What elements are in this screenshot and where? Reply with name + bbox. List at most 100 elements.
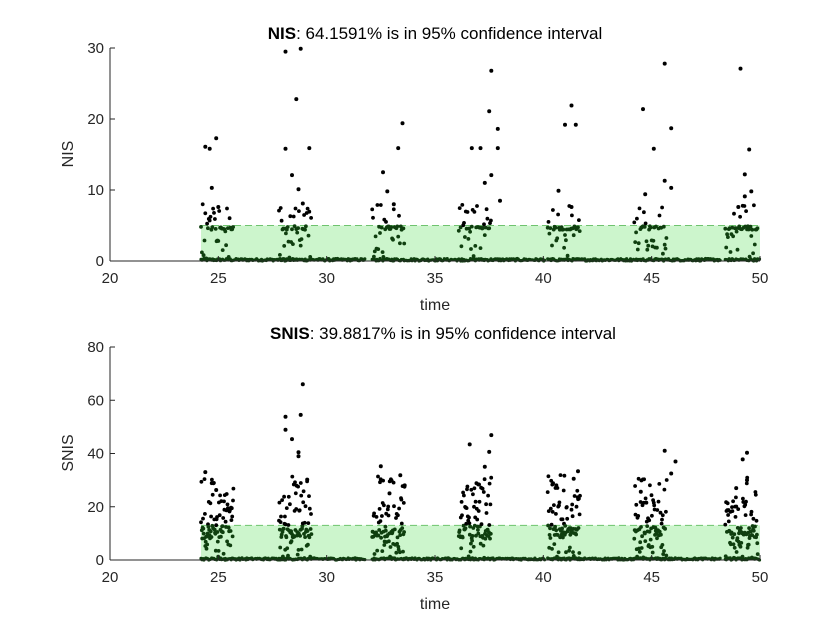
nis-data-point [726,235,730,240]
nis-data-point [217,209,222,213]
snis-data-point [394,550,399,555]
nis-data-point [223,229,228,234]
nis-data-point [278,206,283,210]
nis-data-point [372,254,376,259]
nis-data-point [577,229,582,234]
snis-x-tick-label: 20 [102,569,119,586]
snis-data-point [726,513,730,517]
nis-data-point [400,121,405,126]
snis-data-point [650,550,655,555]
snis-data-point [471,544,476,549]
snis-data-point [643,496,648,501]
snis-data-point [214,488,219,492]
nis-data-point [302,213,306,217]
snis-data-point [578,493,582,498]
snis-data-point [395,535,400,540]
snis-data-point [380,514,384,518]
snis-data-point [753,490,758,494]
nis-data-point [213,227,218,231]
snis-data-point [560,517,565,522]
snis-data-point [208,529,213,534]
snis-data-point [484,511,489,515]
snis-data-point [547,533,552,537]
snis-data-point [482,555,487,560]
snis-data-point [483,536,488,541]
snis-data-point [487,449,492,454]
nis-data-point [391,207,396,212]
snis-data-point [725,501,730,506]
snis-data-point [482,477,487,482]
snis-data-point [745,478,749,483]
snis-data-point [202,477,207,481]
snis-data-point [299,547,304,552]
nis-data-point [457,206,462,211]
nis-plot-title: NIS: 64.1591% is in 95% confidence inter… [268,24,603,43]
snis-title-bold: SNIS [270,324,310,343]
nis-data-point [725,232,729,237]
nis-data-point [562,245,566,250]
nis-data-point [489,173,494,178]
snis-data-point [638,540,643,545]
snis-subplot: SNIS: 39.8817% is in 95% confidence inte… [60,324,768,613]
nis-data-point [485,216,490,221]
nis-data-point [646,243,651,248]
snis-data-point [230,514,235,519]
nis-data-point [482,222,486,227]
snis-data-point [401,549,405,554]
snis-data-point [644,500,649,505]
snis-data-point [307,494,311,498]
snis-data-point [297,508,302,513]
snis-data-point [545,490,550,494]
snis-data-point [548,536,553,540]
snis-data-point [486,493,490,498]
snis-data-point [488,536,492,541]
nis-data-point [744,209,748,214]
snis-data-point [572,494,577,498]
snis-data-point [562,473,567,478]
snis-data-point [653,525,658,530]
snis-data-point [283,414,288,419]
nis-data-point [651,146,656,151]
nis-data-point [381,170,385,175]
snis-data-point [300,382,305,387]
snis-data-point [489,433,494,438]
snis-data-point [659,532,663,537]
nis-data-point [634,230,638,235]
snis-data-point [740,554,745,559]
snis-data-point [571,550,575,554]
nis-x-tick-label: 40 [535,270,552,287]
nis-data-point [293,206,298,211]
snis-data-point [747,526,751,530]
nis-data-point [669,185,674,190]
nis-data-point [732,211,736,216]
snis-data-point [201,526,206,531]
snis-data-point [470,534,475,538]
nis-data-point [297,209,301,214]
nis-data-point [468,229,472,234]
snis-data-point [296,450,301,455]
snis-data-point [564,505,569,509]
snis-data-point [570,502,575,507]
snis-data-point [467,515,471,520]
nis-data-point [287,255,292,260]
snis-data-point [746,542,751,547]
snis-data-point [656,499,661,504]
snis-data-point [309,512,313,516]
snis-data-point [215,515,219,519]
nis-data-point [378,203,383,207]
snis-data-point [457,528,462,533]
snis-data-point [736,507,741,511]
nis-data-point [749,189,754,194]
snis-data-point [395,541,399,546]
snis-data-point [401,501,406,505]
snis-data-point [741,496,745,501]
snis-data-point [478,541,483,546]
nis-data-point [459,244,464,249]
snis-data-point [577,551,582,555]
snis-data-point [225,539,230,544]
snis-data-point [464,506,469,510]
snis-data-point [660,543,665,547]
snis-data-point [284,506,289,510]
snis-data-point [732,545,737,550]
snis-data-point [459,500,464,504]
